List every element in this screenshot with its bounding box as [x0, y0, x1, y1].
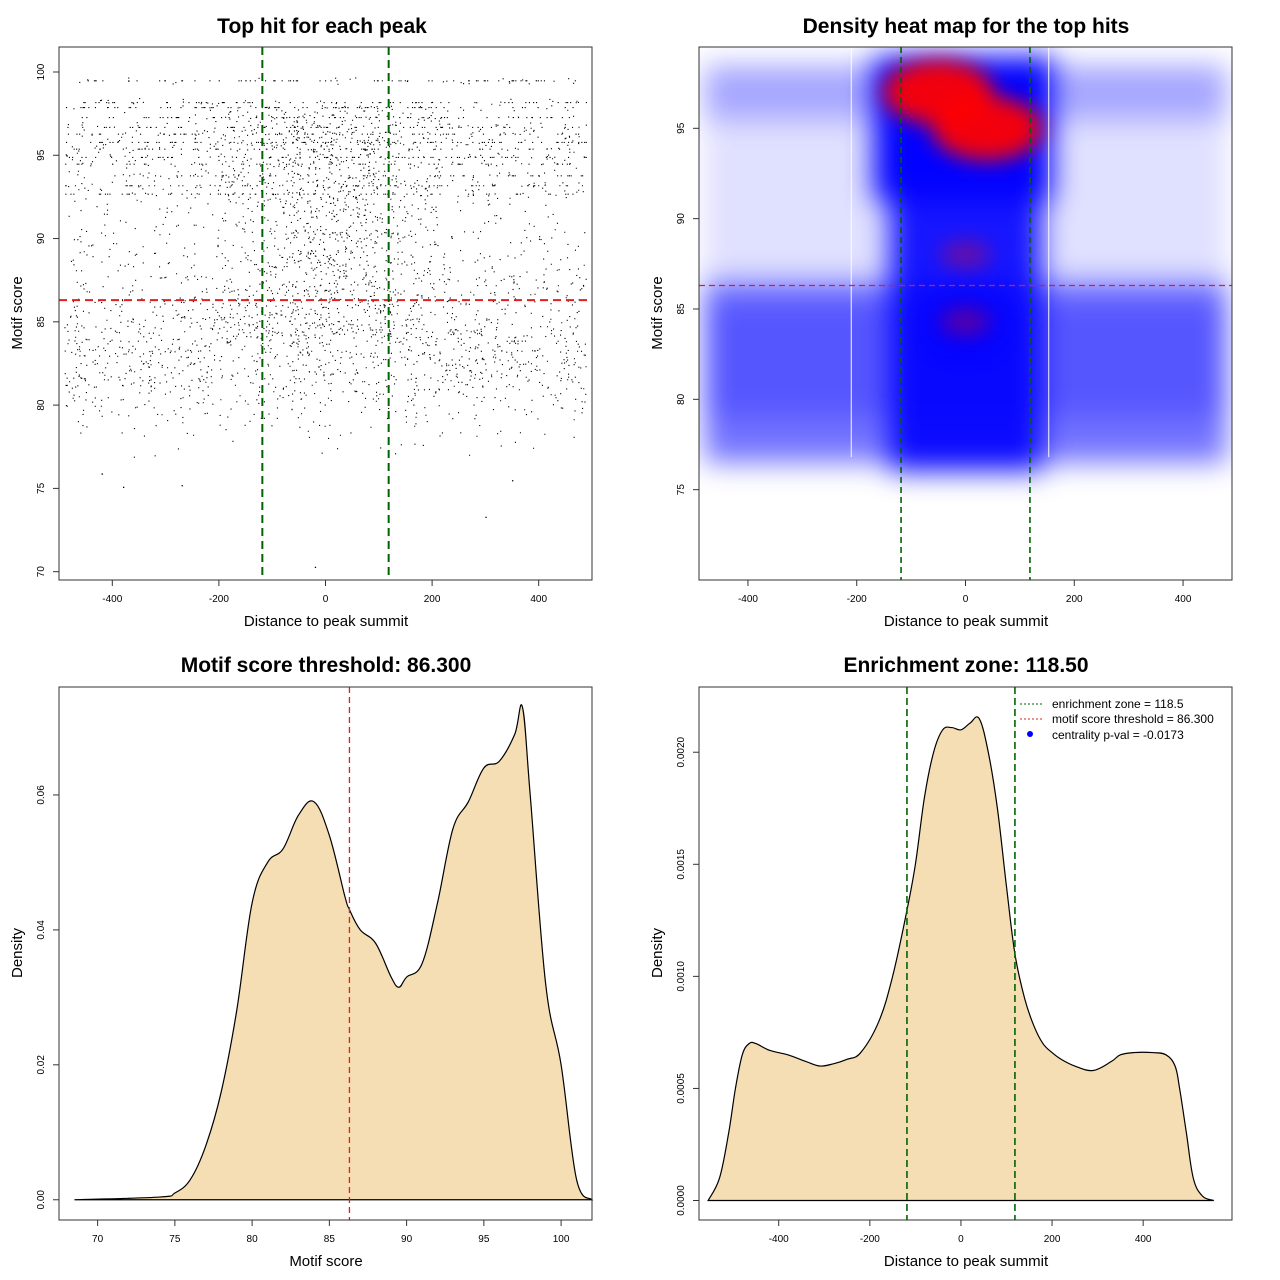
y-tick-label: 0.06	[36, 785, 47, 805]
heatmap-title: Density heat map for the top hits	[803, 15, 1130, 38]
legend: enrichment zone = 118.5 motif score thre…	[1020, 697, 1214, 742]
x-tick-label: 0	[963, 594, 969, 605]
y-tick-label: 90	[676, 213, 687, 225]
heat-hot-spot	[940, 307, 991, 336]
heatmap-xlabel: Distance to peak summit	[884, 613, 1049, 630]
y-tick-label: 85	[36, 316, 47, 328]
legend-zone-label: enrichment zone = 118.5	[1052, 697, 1184, 711]
x-tick-label: 80	[247, 1234, 259, 1245]
y-tick-label: 90	[36, 233, 47, 245]
y-tick-label: 95	[36, 149, 47, 161]
x-tick-label: 0	[958, 1234, 964, 1245]
legend-pval-label: centrality p-val = -0.0173	[1052, 728, 1184, 742]
y-tick-label: 95	[676, 122, 687, 134]
heatmap-ylabel: Motif score	[649, 276, 666, 349]
panel-scatter: Top hit for each peak -400 -200 0 200 400 70 7…	[9, 15, 593, 630]
distance-density-ylabel: Density	[649, 927, 666, 978]
x-tick-label: 200	[424, 594, 441, 605]
scatter-points	[64, 77, 587, 569]
heatmap-surface	[699, 47, 1232, 580]
x-tick-label: 95	[478, 1234, 490, 1245]
score-density-axes: 70 75 80 85 90 95 100 0.00 0.02 0.04 0.06	[36, 785, 570, 1245]
panel-heatmap: Density heat map for the top hits -400 -2…	[649, 15, 1233, 630]
scatter-point-cloud	[64, 77, 587, 569]
x-tick-label: -200	[860, 1234, 880, 1245]
y-tick-label: 80	[676, 393, 687, 405]
x-tick-label: 400	[1135, 1234, 1152, 1245]
y-tick-label: 70	[36, 566, 47, 578]
x-tick-label: -400	[102, 594, 122, 605]
x-tick-label: 75	[169, 1234, 181, 1245]
x-tick-label: -200	[209, 594, 229, 605]
scatter-axes: -400 -200 0 200 400 70 75 80 85 90 95 100	[36, 63, 547, 605]
y-tick-label: 75	[36, 482, 47, 494]
heatmap-reference-lines	[699, 47, 1232, 580]
legend-threshold-label: motif score threshold = 86.300	[1052, 712, 1214, 726]
y-tick-label: 0.0015	[676, 849, 687, 880]
distance-density-reference-lines	[906, 687, 1016, 1220]
distance-density-xlabel: Distance to peak summit	[884, 1253, 1049, 1270]
y-tick-label: 75	[676, 484, 687, 496]
x-tick-label: 200	[1066, 594, 1083, 605]
score-density-ylabel: Density	[9, 927, 26, 978]
x-tick-label: -400	[738, 594, 758, 605]
panel-score-density: Motif score threshold: 86.300 70 75 80 85 90…	[9, 654, 594, 1270]
distance-density-axes: -400 -200 0 200 400 0.0000 0.0005 0.0010 0.0015 0…	[676, 736, 1152, 1245]
x-tick-label: 70	[92, 1234, 104, 1245]
scatter-reference-lines	[59, 47, 592, 580]
heat-hot-spot	[940, 240, 991, 269]
x-tick-label: 400	[1175, 594, 1192, 605]
legend-pval-dot	[1027, 731, 1033, 737]
x-tick-label: 85	[324, 1234, 336, 1245]
scatter-xlabel: Distance to peak summit	[244, 613, 409, 630]
x-tick-label: 200	[1044, 1234, 1061, 1245]
x-tick-label: -200	[847, 594, 867, 605]
y-tick-label: 0.0005	[676, 1073, 687, 1104]
distance-density-title: Enrichment zone: 118.50	[843, 654, 1088, 677]
y-tick-label: 0.04	[36, 920, 47, 940]
y-tick-label: 0.00	[36, 1190, 47, 1210]
x-tick-label: 0	[323, 594, 329, 605]
x-tick-label: -400	[769, 1234, 789, 1245]
x-tick-label: 400	[530, 594, 547, 605]
heatmap-axes: -400 -200 0 200 400 75 80 85 90 95	[676, 122, 1192, 605]
y-tick-label: 0.0010	[676, 961, 687, 992]
x-tick-label: 90	[401, 1234, 413, 1245]
scatter-ylabel: Motif score	[9, 276, 26, 349]
y-tick-label: 80	[36, 399, 47, 411]
distance-density-area	[707, 716, 1214, 1202]
y-tick-label: 0.02	[36, 1055, 47, 1075]
x-tick-label: 100	[553, 1234, 570, 1245]
score-density-title: Motif score threshold: 86.300	[181, 654, 472, 677]
score-density-xlabel: Motif score	[289, 1253, 362, 1270]
heat-hot-spot	[932, 96, 1043, 161]
y-tick-label: 0.0020	[676, 736, 687, 767]
panel-distance-density: Enrichment zone: 118.50 -400 -200 0 200 400 0…	[649, 654, 1233, 1270]
scatter-title: Top hit for each peak	[217, 15, 427, 38]
y-tick-label: 85	[676, 303, 687, 315]
y-tick-label: 0.0000	[676, 1185, 687, 1216]
score-density-area	[74, 704, 594, 1201]
y-tick-label: 100	[36, 63, 47, 80]
